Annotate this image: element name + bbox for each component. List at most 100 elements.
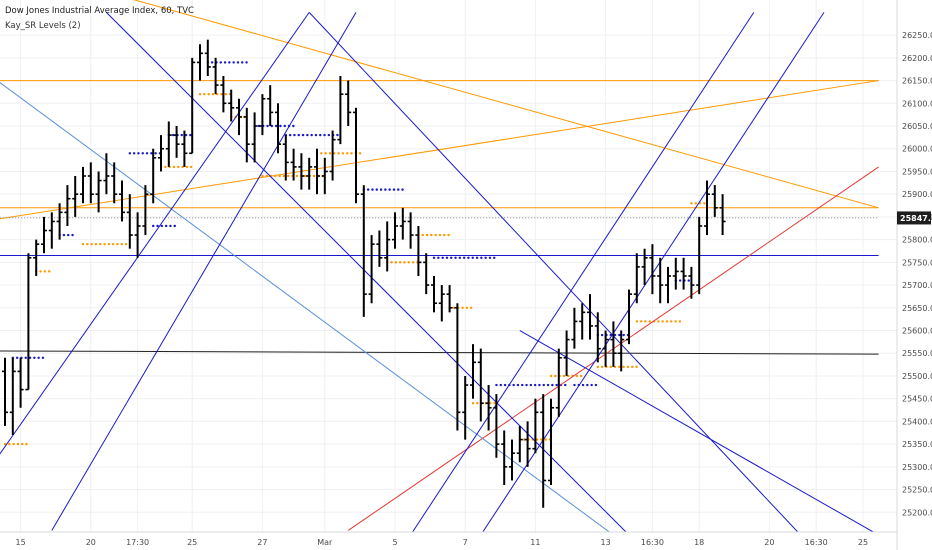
ohlc-bar	[485, 385, 492, 431]
price-tick-label: 25900.0	[902, 190, 932, 199]
ohlc-bar	[360, 185, 367, 317]
ohlc-bars	[2, 39, 726, 508]
grid	[0, 0, 897, 532]
price-tick-label: 25200.0	[902, 508, 932, 517]
ohlc-bar	[321, 157, 328, 195]
trend-line	[0, 350, 879, 355]
ohlc-bar	[711, 185, 718, 217]
ohlc-bar	[407, 212, 414, 249]
trend-line	[0, 82, 611, 532]
ohlc-bar	[641, 248, 648, 286]
indicator-label[interactable]: Kay_SR Levels (2)	[5, 21, 81, 31]
ohlc-bar	[259, 94, 266, 136]
ohlc-bar	[688, 266, 695, 299]
time-tick-label: 25	[858, 538, 868, 547]
price-tick-label: 26100.0	[902, 99, 932, 108]
price-tick-label: 26050.0	[902, 122, 932, 131]
ohlc-bar	[579, 303, 586, 340]
ohlc-bar	[540, 394, 547, 508]
ohlc-bar	[548, 398, 554, 486]
ohlc-bar	[134, 212, 141, 258]
ohlc-bar	[594, 312, 601, 363]
time-tick-label: 5	[392, 538, 397, 547]
ohlc-bar	[220, 76, 227, 113]
time-tick-label: 15	[16, 538, 26, 547]
ohlc-bar	[111, 162, 118, 204]
ohlc-bar	[470, 344, 476, 399]
price-tick-label: 25600.0	[902, 327, 932, 336]
ohlc-bar	[626, 289, 632, 345]
ohlc-bar	[454, 303, 461, 431]
ohlc-bar	[446, 285, 453, 313]
ohlc-bar	[158, 135, 164, 172]
ohlc-bar	[275, 103, 281, 154]
ohlc-bar	[680, 257, 687, 290]
ohlc-bar	[119, 180, 125, 222]
time-tick-label: 7	[463, 538, 468, 547]
ohlc-bar	[173, 126, 180, 158]
ohlc-bar	[665, 266, 671, 304]
time-axis[interactable]: 15 20 17:30 25 27 Mar 5 7 11 13 16:30 18 20 16:30 25	[0, 531, 897, 547]
price-tick-label: 25250.0	[902, 486, 932, 495]
price-tick-label: 26150.0	[902, 77, 932, 86]
time-tick-label: Mar	[317, 538, 333, 547]
price-tick-label: 25950.0	[902, 167, 932, 176]
ohlc-bar	[236, 98, 242, 136]
ohlc-bar	[181, 130, 188, 167]
ohlc-bar	[267, 85, 274, 127]
ohlc-bar	[314, 148, 320, 195]
ohlc-bar	[56, 203, 63, 240]
ohlc-bar	[337, 76, 344, 145]
price-tick-label: 25650.0	[902, 304, 932, 313]
ohlc-bar	[197, 44, 203, 81]
ohlc-bar	[633, 253, 640, 304]
ohlc-bar	[571, 307, 578, 349]
ohlc-bar	[9, 357, 16, 436]
ohlc-bar	[48, 212, 55, 249]
trend-line	[133, 0, 879, 209]
time-tick-label: 18	[694, 538, 704, 547]
trend-line	[0, 80, 879, 220]
ohlc-bar	[204, 39, 211, 77]
trend-line	[411, 12, 755, 532]
ohlc-bar	[649, 244, 656, 295]
ohlc-bar	[64, 185, 71, 226]
ohlc-bar	[290, 148, 297, 181]
ohlc-bar	[704, 180, 710, 236]
ohlc-bar	[165, 121, 172, 167]
time-tick-label: 27	[257, 538, 267, 547]
ohlc-bar	[251, 112, 258, 163]
ohlc-bar	[376, 230, 383, 267]
ohlc-bar	[477, 348, 484, 422]
price-tick-label: 25400.0	[902, 417, 932, 426]
price-tick-label: 25750.0	[902, 258, 932, 267]
price-axis[interactable]: 25200.0 25250.0 25300.0 25350.0 25400.0 25450…	[896, 0, 932, 550]
price-tick-label: 25350.0	[902, 440, 932, 449]
ohlc-bar	[501, 430, 508, 486]
trend-line	[0, 12, 310, 455]
time-tick-label: 13	[601, 538, 611, 547]
time-tick-label: 16:30	[641, 538, 664, 547]
ohlc-bar	[228, 89, 235, 122]
price-tick-label: 26250.0	[902, 31, 932, 40]
trend-line	[51, 12, 357, 531]
ohlc-bar	[80, 166, 86, 204]
ohlc-bar	[399, 207, 406, 240]
trend-line	[106, 12, 627, 532]
price-tick-label: 26000.0	[902, 145, 932, 154]
ohlc-bar	[602, 330, 609, 367]
ohlc-bar	[423, 253, 430, 295]
time-tick-label: 25	[187, 538, 197, 547]
ohlc-bar	[392, 212, 398, 249]
price-tick-label: 26200.0	[902, 54, 932, 63]
ohlc-bar	[516, 425, 523, 463]
ohlc-bar	[306, 157, 313, 190]
last-price-tag-bg	[897, 211, 931, 225]
ohlc-bar	[509, 439, 515, 481]
ohlc-bar	[368, 235, 375, 304]
ohlc-bar	[696, 216, 703, 295]
time-tick-label: 11	[530, 538, 540, 547]
ohlc-bar	[189, 57, 196, 155]
ohlc-bar	[298, 153, 305, 190]
